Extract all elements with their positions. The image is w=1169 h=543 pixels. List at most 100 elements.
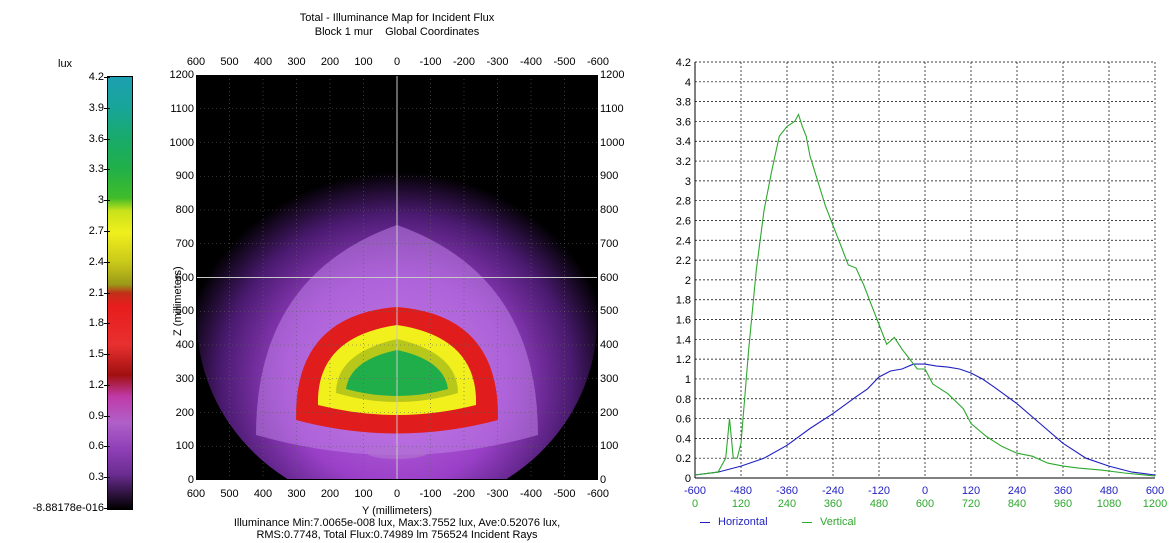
chart-x-tick-vertical: 120: [732, 498, 750, 510]
colorbar-tick-label: 1.8: [88, 317, 104, 330]
map-frame: [196, 75, 598, 480]
map-x-tick-bottom: -200: [452, 488, 476, 500]
map-y-tick-left: 800: [175, 204, 194, 216]
colorbar-tick-mark: [104, 446, 110, 448]
map-x-tick-bottom: 100: [354, 488, 373, 500]
map-x-tick-top: -400: [519, 56, 543, 68]
chart-y-tick-label: 3.4: [676, 136, 691, 148]
map-x-tick-top: -200: [452, 56, 476, 68]
chart-x-tick-horizontal: 360: [1054, 485, 1072, 497]
colorbar-tick-label: 3.9: [88, 101, 104, 114]
chart-x-tick-vertical: 240: [778, 498, 796, 510]
map-x-tick-bottom: 0: [393, 488, 401, 500]
chart-y-tick-label: 3.8: [676, 97, 691, 109]
map-x-tick-bottom: 200: [320, 488, 340, 500]
chart-x-tick-vertical: 1200: [1143, 498, 1167, 510]
legend-swatch-vertical: [802, 522, 812, 523]
colorbar-tick-mark: [104, 508, 110, 509]
chart-y-tick-label: 1.2: [676, 354, 691, 366]
map-y-tick-right: 1200: [600, 69, 625, 81]
colorbar-tick-mark: [104, 138, 110, 140]
chart-x-tick-vertical: 0: [692, 498, 698, 510]
map-x-tick-top: 500: [220, 56, 239, 68]
chart-x-tick-horizontal: 120: [962, 485, 980, 497]
colorbar-tick-label: 0.3: [88, 471, 104, 484]
map-y-tick-right: 900: [600, 170, 619, 183]
chart-y-tick-label: 0.8: [676, 394, 691, 406]
chart-y-tick-label: 3: [685, 176, 691, 188]
colorbar-tick-mark: [104, 477, 110, 479]
colorbar-gradient: [108, 77, 132, 509]
map-x-tick-top: 400: [253, 56, 273, 68]
colorbar-tick-mark: [104, 354, 110, 356]
chart-y-tick-label: 0.6: [676, 414, 691, 426]
chart-y-tick-label: 2.2: [676, 255, 691, 267]
map-y-tick-right: 300: [600, 372, 619, 385]
colorbar-tick-label: 0.6: [88, 440, 104, 453]
colorbar-unit: lux: [58, 58, 73, 70]
chart-x-tick-vertical: 360: [824, 498, 842, 510]
map-y-tick-right: 200: [600, 406, 619, 419]
chart-y-tick-label: 3.6: [676, 116, 691, 128]
colorbar-tick-mark: [104, 230, 110, 232]
map-x-tick-bottom: -500: [553, 488, 576, 500]
colorbar-tick-label: 0.9: [88, 409, 104, 422]
map-y-tick-left: 700: [175, 237, 194, 250]
chart-x-tick-vertical: 840: [1008, 498, 1026, 510]
colorbar-tick-mark: [104, 384, 110, 386]
map-y-tick-left: 500: [175, 305, 194, 318]
map-x-tick-bottom: -400: [519, 488, 543, 500]
colorbar: [107, 76, 133, 510]
chart-x-tick-vertical: 600: [916, 498, 934, 510]
chart-x-tick-horizontal: 600: [1146, 485, 1164, 497]
chart-x-tick-vertical: 720: [962, 498, 980, 510]
chart-x-tick-vertical: 480: [870, 498, 888, 510]
map-y-tick-left: 100: [175, 440, 194, 453]
chart-x-tick-horizontal: -120: [868, 485, 890, 497]
colorbar-tick-label: 1.5: [88, 348, 104, 361]
colorbar-tick-mark: [104, 77, 110, 78]
colorbar-tick-label: 2.7: [88, 224, 104, 237]
map-y-tick-right: 600: [600, 271, 619, 284]
map-x-tick-bottom: -300: [486, 488, 509, 500]
map-x-tick-bottom: 500: [220, 488, 239, 500]
colorbar-tick-mark: [104, 415, 110, 417]
map-y-tick-left: 400: [175, 339, 194, 351]
series-line-horizontal: [694, 363, 1156, 476]
map-x-tick-top: -300: [486, 56, 509, 68]
stats-line-2: RMS:0.7748, Total Flux:0.74989 lm 756524…: [256, 529, 538, 541]
map-y-tick-right: 0: [600, 474, 607, 486]
colorbar-tick-mark: [104, 261, 110, 263]
map-y-tick-right: 700: [600, 237, 619, 250]
chart-y-tick-label: 4: [685, 77, 691, 89]
chart-y-tick-label: 0.2: [676, 453, 691, 465]
map-x-tick-top: 300: [287, 56, 306, 68]
map-y-tick-right: 1000: [600, 136, 625, 149]
map-x-tick-top: 200: [320, 56, 340, 68]
chart-x-tick-horizontal: 0: [922, 485, 928, 497]
colorbar-tick-label: 3.6: [88, 132, 104, 145]
map-subtitle: Block 1 mur Global Coordinates: [196, 26, 598, 38]
block-name: Block 1 mur: [314, 26, 373, 38]
chart-x-tick-horizontal: -240: [822, 485, 844, 497]
colorbar-tick-mark: [104, 292, 110, 294]
stats-line-1: Illuminance Min:7.0065e-008 lux, Max:3.7…: [233, 517, 561, 529]
chart-y-tick-label: 2.6: [676, 215, 691, 227]
map-y-tick-left: 200: [175, 406, 194, 419]
map-y-tick-left: 300: [175, 372, 194, 385]
illuminance-map: [196, 75, 598, 480]
map-grid: [196, 75, 598, 480]
colorbar-tick-label: -8.88178e-016: [32, 502, 104, 514]
chart-x-tick-vertical: 960: [1054, 498, 1072, 510]
map-x-tick-top: 600: [186, 56, 206, 68]
legend-label-vertical: Vertical: [820, 516, 857, 528]
chart-y-tick-label: 4.2: [676, 57, 691, 69]
series-line-vertical: [694, 113, 1156, 477]
colorbar-tick-mark: [104, 200, 110, 202]
chart-y-tick-label: 1.8: [676, 295, 691, 307]
chart-x-tick-vertical: 1080: [1097, 498, 1121, 510]
map-x-tick-top: 100: [354, 56, 373, 68]
chart-y-tick-label: 2.4: [676, 235, 691, 247]
coordinate-system: Global Coordinates: [385, 26, 480, 38]
